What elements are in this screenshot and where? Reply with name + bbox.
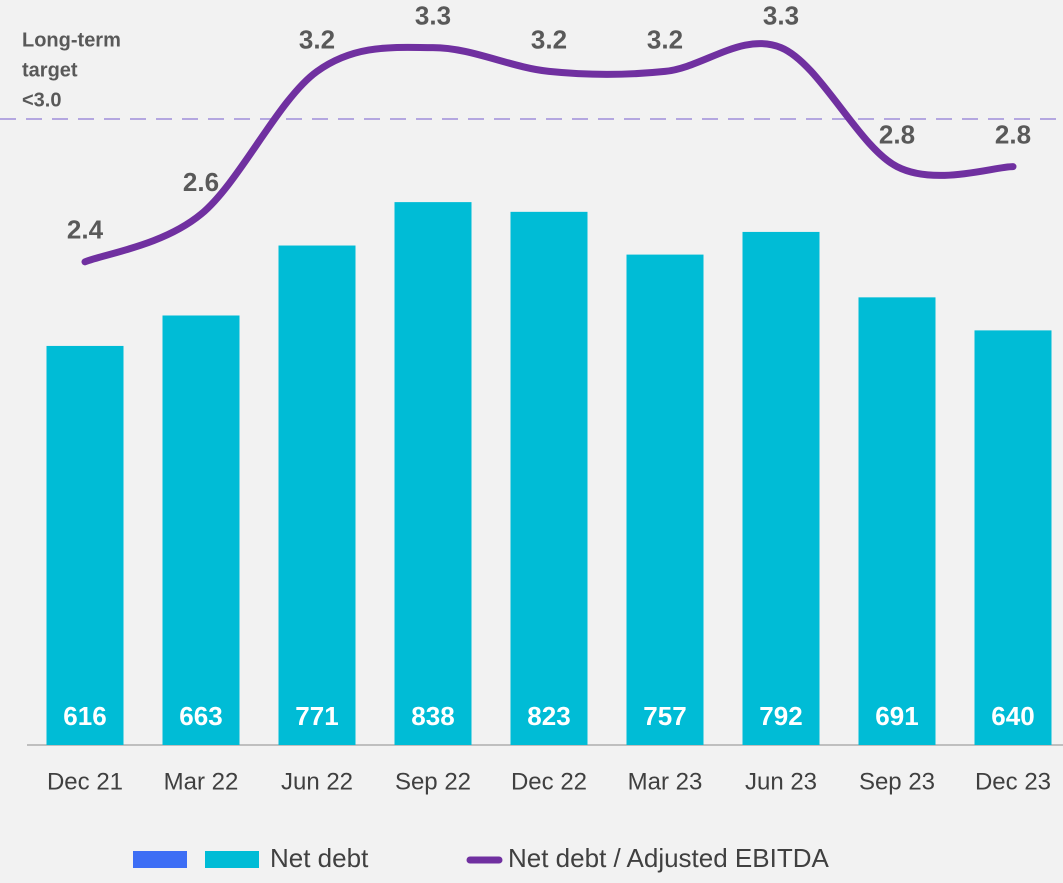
bar xyxy=(394,202,472,746)
x-tick-label: Jun 23 xyxy=(745,768,817,795)
x-tick-label: Sep 23 xyxy=(859,768,935,795)
x-tick-label: Mar 23 xyxy=(628,768,703,795)
x-tick-label: Dec 22 xyxy=(511,768,587,795)
legend-swatch-extra xyxy=(133,851,187,868)
x-tick-label: Mar 22 xyxy=(164,768,239,795)
bar xyxy=(510,211,588,746)
bar-value-label: 616 xyxy=(63,701,106,731)
bar-value-label: 663 xyxy=(179,701,222,731)
bar-value-label: 838 xyxy=(411,701,454,731)
line xyxy=(81,40,1017,266)
bar xyxy=(858,297,936,745)
target-label: Long-term xyxy=(22,29,121,51)
target-label: target xyxy=(22,59,78,81)
line-value-label: 2.6 xyxy=(183,167,219,197)
bar-value-label: 823 xyxy=(527,701,570,731)
legend-label: Net debt xyxy=(270,843,369,873)
x-tick-label: Dec 23 xyxy=(975,768,1051,795)
bar-value-label: 792 xyxy=(759,701,802,731)
line-value-label: 2.8 xyxy=(879,119,915,149)
line-value-label: 2.4 xyxy=(67,215,104,245)
bar xyxy=(974,330,1052,745)
bar-value-label: 640 xyxy=(991,701,1034,731)
target-label: <3.0 xyxy=(22,89,61,111)
bar xyxy=(742,231,820,745)
bar-value-label: 771 xyxy=(295,701,338,731)
line-value-label: 3.3 xyxy=(763,0,799,30)
bar xyxy=(162,315,240,745)
x-tick-label: Sep 22 xyxy=(395,768,471,795)
line-value-label: 3.3 xyxy=(415,0,451,30)
bar-value-label: 691 xyxy=(875,701,918,731)
bar-value-label: 757 xyxy=(643,701,686,731)
x-tick-label: Jun 22 xyxy=(281,768,353,795)
line-value-label: 3.2 xyxy=(299,24,335,54)
bar xyxy=(626,254,704,746)
bar xyxy=(46,345,124,745)
line-value-label: 3.2 xyxy=(647,24,683,54)
legend-swatch xyxy=(205,851,259,868)
bar xyxy=(278,245,356,745)
line-value-label: 3.2 xyxy=(531,24,567,54)
line-value-label: 2.8 xyxy=(995,119,1031,149)
x-tick-label: Dec 21 xyxy=(47,768,123,795)
legend-label: Net debt / Adjusted EBITDA xyxy=(508,843,829,873)
